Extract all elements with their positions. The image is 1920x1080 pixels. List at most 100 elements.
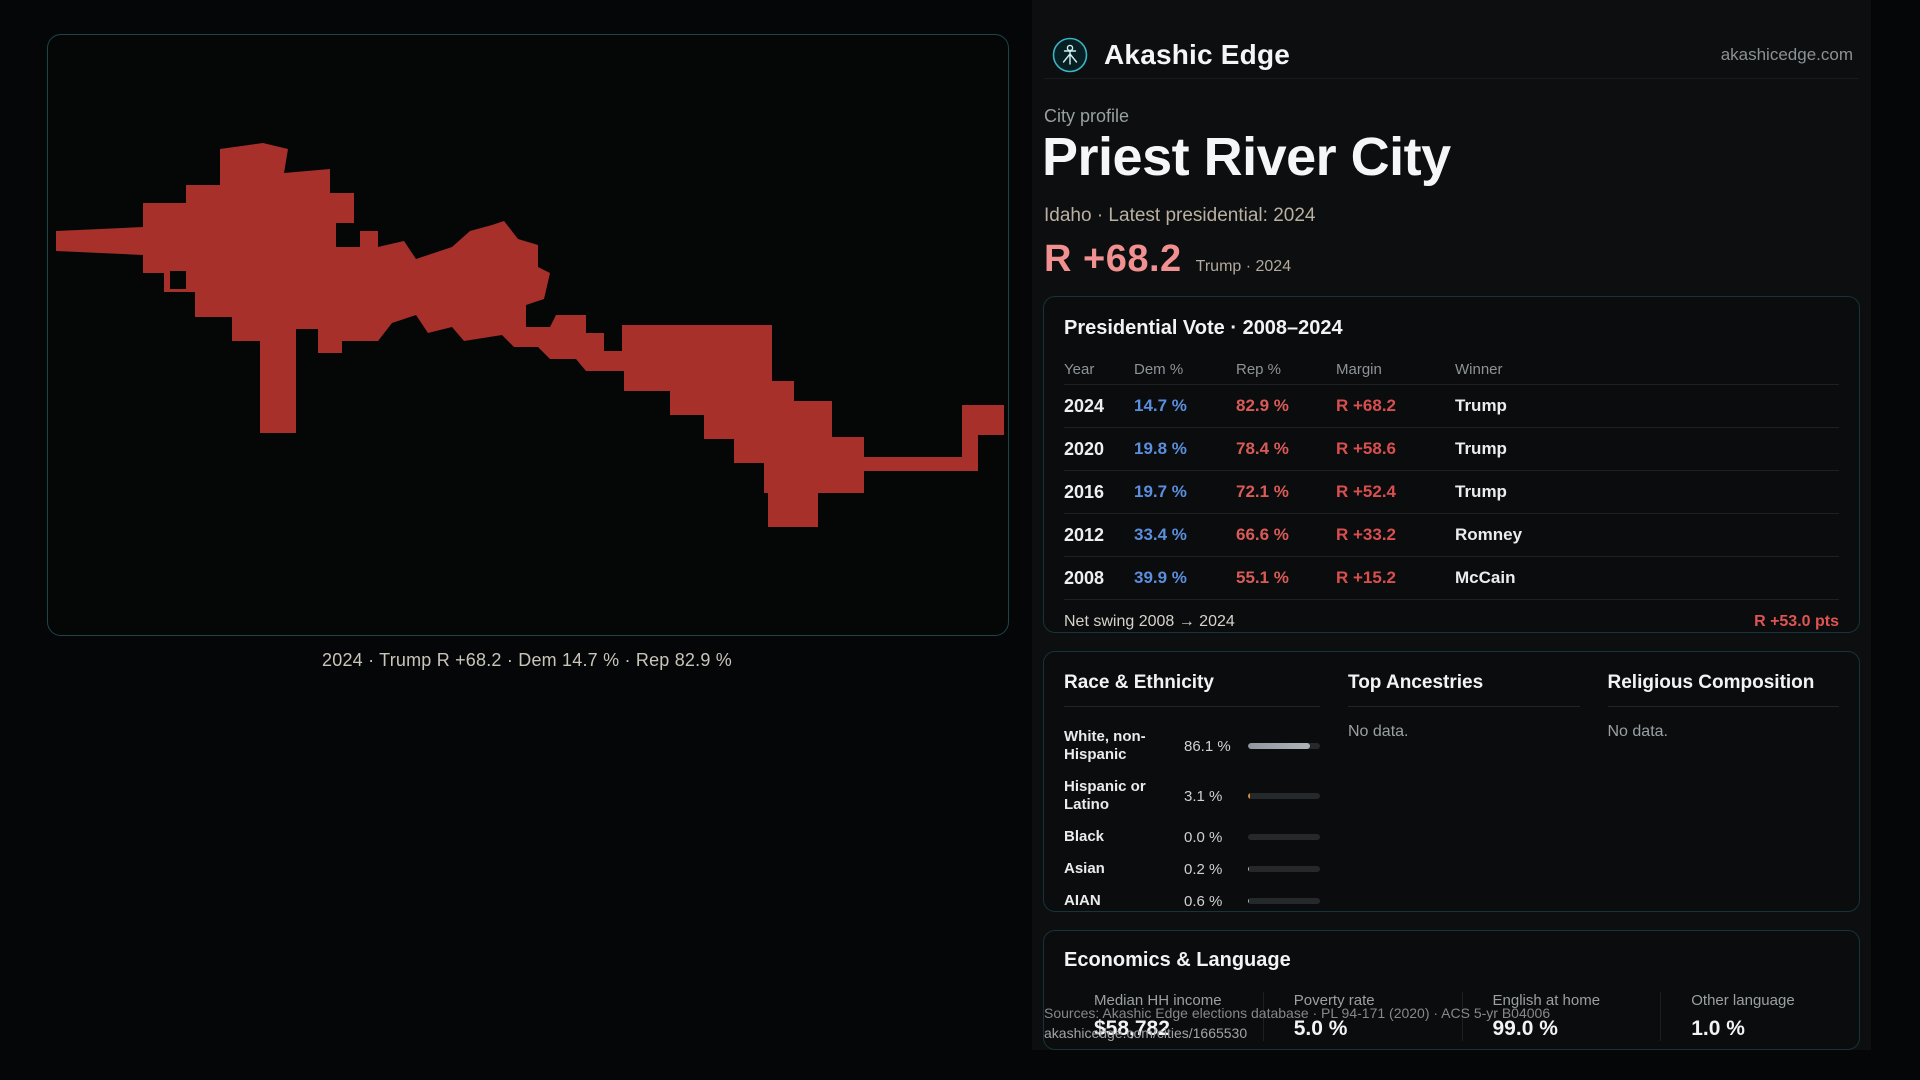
- race-bar: [1248, 793, 1320, 799]
- stat-median-hh-income: Median HH income $58,782: [1064, 992, 1263, 1041]
- table-row: 2020 19.8 % 78.4 % R +58.6 Trump: [1064, 427, 1839, 470]
- margin-cell: R +33.2: [1336, 525, 1397, 544]
- year-cell: 2008: [1064, 567, 1105, 588]
- col-rep: Rep %: [1236, 360, 1282, 378]
- race-label: White, non-Hispanic: [1064, 728, 1146, 763]
- economics-title: Economics & Language: [1064, 949, 1291, 971]
- race-value: 0.6 %: [1184, 892, 1223, 910]
- stat-label: English at home: [1492, 992, 1601, 1009]
- stat-value: $58,782: [1094, 1017, 1170, 1040]
- winner-cell: Trump: [1455, 482, 1507, 501]
- race-value: 0.0 %: [1184, 828, 1223, 846]
- religion-no-data: No data.: [1607, 723, 1668, 740]
- race-value: 0.2 %: [1184, 860, 1223, 878]
- ancestries-no-data: No data.: [1348, 723, 1409, 740]
- race-row: Black 0.0 %: [1064, 821, 1320, 853]
- stat-label: Other language: [1691, 992, 1795, 1009]
- race-ethnicity-column: Race & Ethnicity White, non-Hispanic 86.…: [1064, 672, 1320, 917]
- rep-cell: 78.4 %: [1236, 439, 1289, 458]
- race-ethnicity-title: Race & Ethnicity: [1064, 672, 1320, 707]
- headline-margin-block: R +68.2 Trump · 2024: [1044, 238, 1291, 281]
- stat-value: 99.0 %: [1492, 1017, 1558, 1040]
- race-value: 86.1 %: [1184, 737, 1231, 755]
- akashic-edge-logo-icon: [1052, 37, 1088, 73]
- col-dem: Dem %: [1134, 360, 1184, 378]
- net-swing-value: R +53.0 pts: [1754, 613, 1839, 630]
- stat-value: 5.0 %: [1293, 1017, 1348, 1040]
- stat-poverty-rate: Poverty rate 5.0 %: [1262, 992, 1462, 1041]
- race-bar: [1248, 834, 1320, 840]
- top-ancestries-column: Top Ancestries No data.: [1348, 672, 1580, 917]
- race-row: Hispanic or Latino 3.1 %: [1064, 771, 1320, 821]
- rep-cell: 66.6 %: [1236, 525, 1289, 544]
- year-cell: 2024: [1064, 395, 1105, 416]
- race-bar: [1248, 898, 1320, 904]
- page-title: Priest River City: [1042, 127, 1451, 187]
- table-row: 2012 33.4 % 66.6 % R +33.2 Romney: [1064, 513, 1839, 556]
- margin-cell: R +58.6: [1336, 439, 1397, 458]
- dem-cell: 33.4 %: [1134, 525, 1187, 544]
- table-row: 2016 19.7 % 72.1 % R +52.4 Trump: [1064, 470, 1839, 513]
- presidential-vote-card: Presidential Vote · 2008–2024 Year Dem %…: [1043, 296, 1860, 633]
- col-year: Year: [1064, 360, 1095, 378]
- net-swing-row: Net swing 2008 → 2024 R +53.0 pts: [1064, 599, 1839, 644]
- race-bar: [1248, 866, 1320, 872]
- race-label: Asian: [1064, 860, 1105, 877]
- brand-domain-link[interactable]: akashicedge.com: [1720, 45, 1853, 64]
- dem-cell: 19.7 %: [1134, 482, 1187, 501]
- margin-cell: R +68.2: [1336, 396, 1397, 415]
- sources-line: Sources: Akashic Edge elections database…: [1044, 1005, 1551, 1021]
- rep-cell: 55.1 %: [1236, 568, 1289, 587]
- dem-cell: 14.7 %: [1134, 396, 1187, 415]
- map-hole: [593, 305, 611, 323]
- net-swing-label: Net swing 2008 → 2024: [1064, 613, 1235, 630]
- vote-card-title: Presidential Vote · 2008–2024: [1064, 317, 1343, 339]
- margin-cell: R +15.2: [1336, 568, 1397, 587]
- race-row: White, non-Hispanic 86.1 %: [1064, 721, 1320, 771]
- table-row: 2024 14.7 % 82.9 % R +68.2 Trump: [1064, 384, 1839, 427]
- year-cell: 2020: [1064, 438, 1105, 459]
- dem-cell: 19.8 %: [1134, 439, 1187, 458]
- rep-cell: 72.1 %: [1236, 482, 1289, 501]
- race-value: 3.1 %: [1184, 787, 1223, 805]
- stat-value: 1.0 %: [1691, 1017, 1745, 1040]
- religious-composition-column: Religious Composition No data.: [1607, 672, 1839, 917]
- map-hole: [170, 271, 186, 289]
- race-label: Hispanic or Latino: [1064, 778, 1146, 813]
- top-ancestries-title: Top Ancestries: [1348, 672, 1580, 707]
- winner-cell: Trump: [1455, 396, 1507, 415]
- race-label: Black: [1064, 828, 1105, 845]
- race-row: Asian 0.2 %: [1064, 853, 1320, 885]
- profile-eyebrow: City profile: [1044, 106, 1130, 126]
- map-caption: 2024 · Trump R +68.2 · Dem 14.7 % · Rep …: [322, 650, 732, 670]
- brand-name: Akashic Edge: [1104, 39, 1291, 70]
- vote-table-header: Year Dem % Rep % Margin Winner: [1064, 354, 1839, 384]
- stat-english-at-home: English at home 99.0 %: [1461, 992, 1661, 1041]
- rep-cell: 82.9 %: [1236, 396, 1289, 415]
- year-cell: 2016: [1064, 481, 1105, 502]
- religious-composition-title: Religious Composition: [1607, 672, 1839, 707]
- margin-cell: R +52.4: [1336, 482, 1397, 501]
- winner-cell: Trump: [1455, 439, 1507, 458]
- permalink[interactable]: akashicedge.com/cities/1665530: [1044, 1025, 1248, 1041]
- headline-margin-note: Trump · 2024: [1195, 258, 1292, 275]
- race-row: AIAN 0.6 %: [1064, 885, 1320, 917]
- dem-cell: 39.9 %: [1134, 568, 1187, 587]
- headline-margin-value: R +68.2: [1044, 238, 1182, 280]
- stat-label: Median HH income: [1094, 992, 1222, 1009]
- economics-card: Economics & Language Median HH income $5…: [1043, 930, 1860, 1050]
- panel-header: Akashic Edge akashicedge.com: [1044, 32, 1859, 79]
- race-bar: [1248, 743, 1320, 749]
- col-margin: Margin: [1336, 360, 1382, 378]
- stat-other-language: Other language 1.0 %: [1660, 992, 1859, 1041]
- stat-label: Poverty rate: [1293, 992, 1375, 1009]
- race-label: AIAN: [1064, 892, 1101, 909]
- demographics-card: Race & Ethnicity White, non-Hispanic 86.…: [1043, 651, 1860, 912]
- col-winner: Winner: [1455, 360, 1503, 378]
- year-cell: 2012: [1064, 524, 1105, 545]
- city-boundary-map: [56, 143, 1004, 527]
- city-map-panel: [47, 34, 1009, 636]
- table-row: 2008 39.9 % 55.1 % R +15.2 McCain: [1064, 556, 1839, 599]
- profile-subtitle: Idaho · Latest presidential: 2024: [1044, 205, 1316, 226]
